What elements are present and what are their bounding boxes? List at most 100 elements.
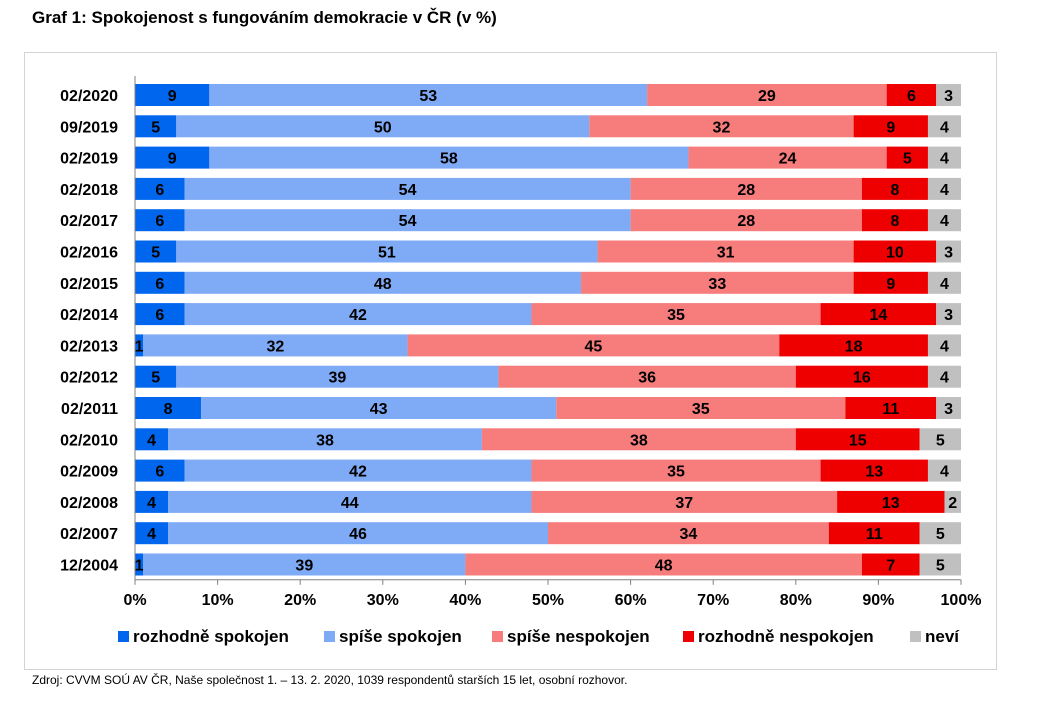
category-label: 02/2018 [60, 182, 118, 199]
data-label: 39 [328, 370, 346, 387]
data-label: 6 [155, 182, 164, 199]
legend-label: spíše nespokojen [507, 627, 650, 646]
bar-segment [176, 365, 499, 388]
bar-segment [919, 553, 961, 576]
data-label: 35 [667, 464, 685, 481]
bar-segment [184, 177, 631, 200]
bar-segment [135, 146, 210, 169]
bar-segment [853, 240, 937, 263]
bar-segment [630, 177, 862, 200]
bar-segment [861, 177, 928, 200]
legend-label: rozhodně spokojen [133, 627, 289, 646]
bar-segment [927, 115, 961, 138]
data-label: 38 [316, 432, 334, 449]
data-label: 24 [779, 151, 797, 168]
legend-swatch [683, 631, 694, 642]
data-label: 5 [151, 245, 160, 262]
category-label: 02/2017 [60, 213, 118, 230]
bar-segment [927, 459, 961, 482]
data-label: 10 [886, 245, 904, 262]
bar-segment [556, 397, 846, 419]
bar-segment [135, 334, 144, 357]
data-label: 11 [882, 401, 899, 418]
data-label: 3 [944, 88, 953, 105]
data-label: 46 [349, 526, 367, 543]
bar-segment [853, 115, 928, 138]
x-tick-label: 20% [284, 592, 316, 609]
data-label: 9 [168, 151, 177, 168]
bar-segment [465, 553, 862, 576]
data-label: 45 [585, 338, 603, 355]
bar-segment [135, 522, 169, 545]
bar-segment [936, 397, 961, 419]
data-label: 6 [907, 88, 916, 105]
bar-segment [168, 490, 532, 513]
data-label: 3 [944, 401, 953, 418]
legend-swatch [492, 631, 503, 642]
data-label: 6 [155, 276, 164, 293]
bar-segment [795, 428, 920, 451]
data-label: 4 [940, 151, 949, 168]
x-tick-label: 90% [862, 592, 894, 609]
category-label: 12/2004 [60, 558, 118, 575]
bar-segment [135, 177, 185, 200]
bar-segment [927, 334, 961, 357]
legend-swatch [118, 631, 129, 642]
bar-segment [936, 240, 961, 263]
data-label: 32 [713, 119, 731, 136]
data-label: 4 [147, 432, 156, 449]
bar-segment [927, 365, 961, 388]
legend-swatch [910, 631, 921, 642]
data-label: 5 [936, 558, 945, 575]
data-label: 34 [680, 526, 698, 543]
data-label: 33 [708, 276, 726, 293]
bar-segment [861, 209, 928, 232]
bar-segment [135, 209, 185, 232]
category-label: 02/2016 [60, 245, 118, 262]
data-label: 6 [155, 213, 164, 230]
bar-segment [176, 240, 598, 263]
x-tick-label: 30% [367, 592, 399, 609]
bar-segment [886, 146, 928, 169]
legend-swatch [324, 631, 335, 642]
bar-segment [209, 84, 648, 106]
bar-segment [498, 365, 796, 388]
category-label: 02/2011 [61, 401, 118, 418]
bar-segment [837, 490, 945, 513]
data-label: 2 [948, 495, 957, 512]
category-label: 02/2019 [60, 151, 118, 168]
data-label: 14 [870, 307, 888, 324]
data-label: 58 [440, 151, 458, 168]
bar-segment [548, 522, 829, 545]
x-tick-label: 80% [780, 592, 812, 609]
data-label: 3 [944, 245, 953, 262]
data-label: 1 [135, 558, 144, 575]
data-label: 36 [638, 370, 656, 387]
category-label: 02/2020 [60, 88, 118, 105]
bar-segment [919, 522, 961, 545]
data-label: 9 [168, 88, 177, 105]
bar-segment [531, 459, 821, 482]
data-label: 4 [940, 370, 949, 387]
bar-segment [184, 303, 532, 326]
category-label: 02/2014 [60, 307, 118, 324]
bar-segment [853, 271, 928, 294]
x-tick-label: 40% [449, 592, 481, 609]
data-label: 28 [737, 182, 755, 199]
bar-segment [936, 84, 961, 106]
x-tick-label: 100% [941, 592, 982, 609]
bar-segment [688, 146, 887, 169]
data-label: 39 [295, 558, 313, 575]
bar-segment [135, 271, 185, 294]
bar-segment [135, 553, 144, 576]
bar-segment [135, 397, 202, 419]
bar-segment [919, 428, 961, 451]
data-label: 6 [155, 464, 164, 481]
category-label: 02/2007 [60, 526, 118, 543]
data-label: 43 [370, 401, 388, 418]
data-label: 1 [135, 338, 144, 355]
x-tick-label: 50% [532, 592, 564, 609]
category-label: 02/2012 [60, 370, 118, 387]
category-label: 02/2015 [60, 276, 118, 293]
data-label: 35 [692, 401, 710, 418]
